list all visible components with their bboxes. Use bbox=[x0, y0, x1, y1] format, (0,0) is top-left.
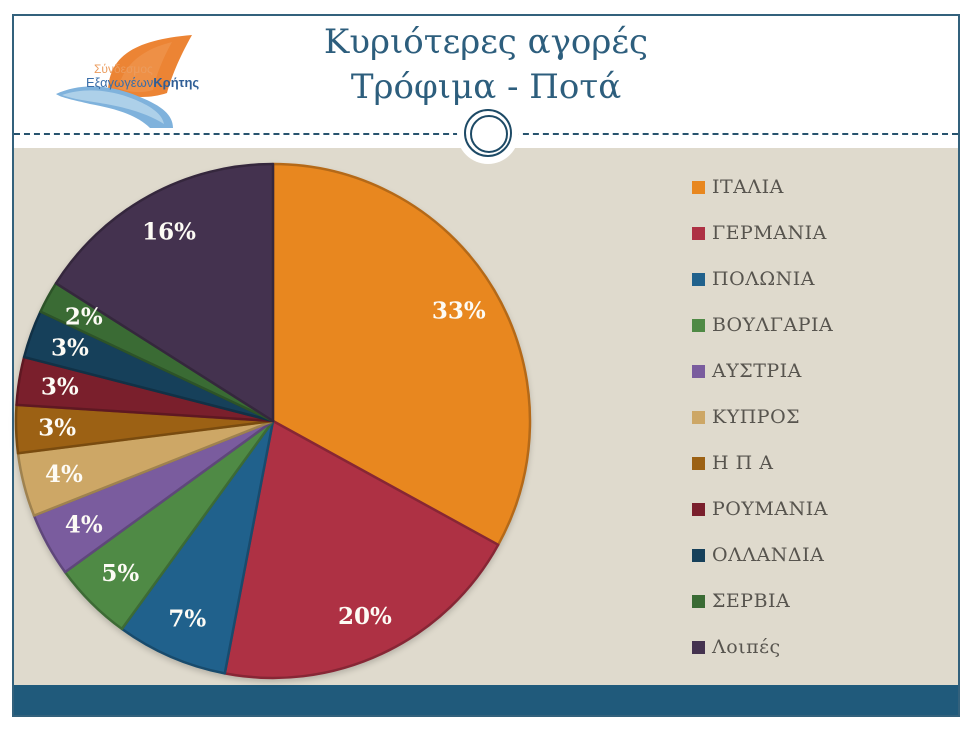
legend-label: ΚΥΠΡΟΣ bbox=[712, 406, 801, 428]
logo-text: Σύνδεσμος ΕξαγωγέωνΚρήτης bbox=[86, 62, 199, 90]
legend-item-10: Λοιπές bbox=[692, 636, 833, 658]
logo-text-crete: Κρήτης bbox=[153, 75, 200, 90]
legend-label: Λοιπές bbox=[712, 636, 781, 658]
legend-swatch-icon bbox=[692, 273, 705, 286]
legend-item-0: ΙΤΑΛΙΑ bbox=[692, 176, 833, 198]
ornament-inner-ring bbox=[470, 115, 508, 153]
legend-item-9: ΣΕΡΒΙΑ bbox=[692, 590, 833, 612]
legend-swatch-icon bbox=[692, 641, 705, 654]
logo-text-line2: ΕξαγωγέωνΚρήτης bbox=[86, 76, 199, 90]
legend-item-2: ΠΟΛΩΝΙΑ bbox=[692, 268, 833, 290]
legend-item-4: ΑΥΣΤΡΙΑ bbox=[692, 360, 833, 382]
legend-label: ΣΕΡΒΙΑ bbox=[712, 590, 791, 612]
logo: Σύνδεσμος ΕξαγωγέωνΚρήτης bbox=[32, 28, 242, 128]
legend-swatch-icon bbox=[692, 181, 705, 194]
legend-label: ΒΟΥΛΓΑΡΙΑ bbox=[712, 314, 834, 336]
legend-item-5: ΚΥΠΡΟΣ bbox=[692, 406, 833, 428]
legend-swatch-icon bbox=[692, 503, 705, 516]
legend-label: ΡΟΥΜΑΝΙΑ bbox=[712, 498, 828, 520]
legend-label: ΟΛΛΑΝΔΙΑ bbox=[712, 544, 825, 566]
legend: ΙΤΑΛΙΑ ΓΕΡΜΑΝΙΑ ΠΟΛΩΝΙΑ ΒΟΥΛΓΑΡΙΑ ΑΥΣΤΡΙΑ ΚΥΠ… bbox=[692, 176, 833, 682]
legend-label: ΠΟΛΩΝΙΑ bbox=[712, 268, 815, 290]
legend-item-1: ΓΕΡΜΑΝΙΑ bbox=[692, 222, 833, 244]
logo-text-line1: Σύνδεσμος bbox=[94, 62, 153, 76]
legend-swatch-icon bbox=[692, 227, 705, 240]
legend-swatch-icon bbox=[692, 319, 705, 332]
legend-swatch-icon bbox=[692, 411, 705, 424]
legend-item-3: ΒΟΥΛΓΑΡΙΑ bbox=[692, 314, 834, 336]
ornament-outer-ring bbox=[464, 109, 512, 157]
legend-label: ΙΤΑΛΙΑ bbox=[712, 176, 784, 198]
logo-bird-sail-icon bbox=[56, 35, 192, 128]
legend-swatch-icon bbox=[692, 595, 705, 608]
slide: Σύνδεσμος ΕξαγωγέωνΚρήτης Κυριότερες αγο… bbox=[12, 14, 960, 717]
bottom-bar bbox=[14, 685, 958, 715]
legend-label: Η Π Α bbox=[712, 452, 774, 474]
legend-swatch-icon bbox=[692, 457, 705, 470]
legend-swatch-icon bbox=[692, 549, 705, 562]
logo-text-exporters: Εξαγωγέων bbox=[86, 75, 154, 90]
divider-circle-ornament bbox=[457, 102, 519, 164]
legend-swatch-icon bbox=[692, 365, 705, 378]
legend-label: ΑΥΣΤΡΙΑ bbox=[712, 360, 802, 382]
legend-item-7: ΡΟΥΜΑΝΙΑ bbox=[692, 498, 833, 520]
legend-item-8: ΟΛΛΑΝΔΙΑ bbox=[692, 544, 833, 566]
legend-item-6: Η Π Α bbox=[692, 452, 833, 474]
slide-title: Κυριότερες αγορές Τρόφιμα - Ποτά bbox=[14, 20, 958, 110]
legend-label: ΓΕΡΜΑΝΙΑ bbox=[712, 222, 827, 244]
slide-title-line2: Τρόφιμα - Ποτά bbox=[350, 67, 622, 107]
slide-title-line1: Κυριότερες αγορές bbox=[323, 22, 649, 62]
